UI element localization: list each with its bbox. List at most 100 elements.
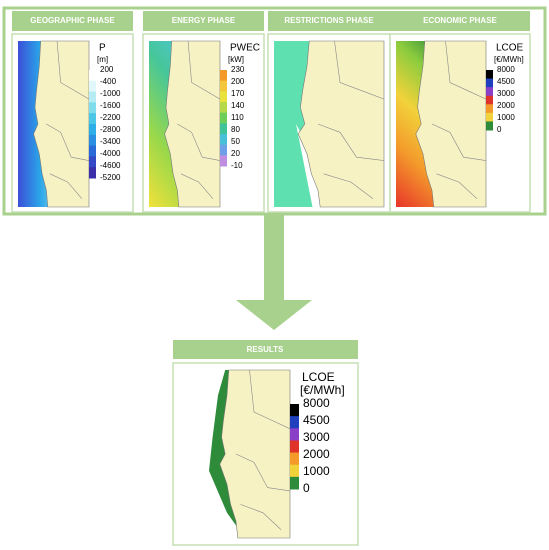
phase-header bbox=[143, 11, 264, 31]
colorbar-segment bbox=[89, 80, 96, 93]
colorbar-segment bbox=[486, 87, 493, 97]
legend-unit: [€/MWh] bbox=[494, 55, 524, 64]
legend-label: -3400 bbox=[100, 137, 121, 146]
map bbox=[396, 40, 487, 208]
result-zone bbox=[209, 370, 259, 538]
legend-label: 170 bbox=[231, 89, 245, 98]
colorbar-segment bbox=[89, 102, 96, 114]
legend-label: -4000 bbox=[100, 149, 121, 158]
phase-title: ENERGY PHASE bbox=[172, 16, 236, 25]
legend-title: LCOE bbox=[302, 370, 335, 384]
border-line bbox=[235, 453, 291, 492]
colorbar-segment bbox=[290, 452, 299, 466]
legend-label: 80 bbox=[231, 125, 240, 134]
colorbar-segment bbox=[220, 112, 227, 124]
border-line bbox=[187, 40, 221, 100]
legend-label: 200 bbox=[231, 77, 245, 86]
legend-label: -2200 bbox=[100, 113, 121, 122]
colorbar-segment bbox=[220, 102, 227, 114]
map bbox=[274, 40, 385, 208]
colorbar-segment bbox=[220, 123, 227, 135]
colorbar-segment bbox=[220, 70, 227, 82]
colorbar-segment bbox=[290, 440, 299, 454]
colorbar-segment bbox=[290, 416, 299, 429]
colorbar-segment bbox=[290, 476, 299, 490]
legend-title: PWEC bbox=[230, 43, 260, 54]
legend-label: 2000 bbox=[497, 101, 515, 110]
legend-label: -1000 bbox=[100, 89, 121, 98]
legend-unit: [m] bbox=[97, 55, 108, 64]
colorbar-segment bbox=[290, 464, 299, 478]
map bbox=[149, 40, 221, 208]
results-panel: RESULTS LCOE[€/MWh]8000 4500 3000 2000 1000 0 bbox=[172, 340, 359, 546]
legend-label: -10 bbox=[231, 161, 243, 170]
colorbar-segment bbox=[89, 167, 96, 179]
colorbar-segment bbox=[486, 112, 493, 122]
map bbox=[200, 369, 291, 539]
legend-label: 140 bbox=[231, 101, 245, 110]
phase-title: RESTRICTIONS PHASE bbox=[284, 16, 374, 25]
land bbox=[164, 40, 221, 208]
legend-label: 8000 bbox=[497, 65, 515, 74]
border-line bbox=[46, 123, 90, 161]
colorbar-segment bbox=[486, 121, 493, 131]
phase-header bbox=[390, 11, 530, 31]
land bbox=[297, 40, 385, 208]
legend-label: 230 bbox=[231, 65, 245, 74]
legend-label: 2000 bbox=[303, 447, 330, 461]
colorbar-segment bbox=[89, 70, 96, 82]
border-line bbox=[436, 173, 478, 199]
colorbar-segment bbox=[89, 134, 96, 147]
colorbar-segment bbox=[89, 145, 96, 157]
arrow bbox=[236, 214, 312, 330]
legend-label: 3000 bbox=[497, 89, 515, 98]
phase-header bbox=[268, 11, 390, 31]
phase-panel: ECONOMIC PHASE LCOE[€/MWh]8000 4500 3000 200… bbox=[389, 11, 531, 213]
legend-label: 1000 bbox=[303, 464, 330, 478]
land bbox=[415, 40, 487, 208]
border-line bbox=[323, 173, 374, 199]
phase-header bbox=[12, 11, 133, 31]
colorbar-segment bbox=[89, 124, 96, 136]
border-line bbox=[180, 173, 214, 199]
border-line bbox=[249, 369, 291, 430]
legend-label: 0 bbox=[303, 481, 310, 495]
legend-title: P bbox=[99, 43, 106, 54]
legend-label: 0 bbox=[497, 125, 502, 134]
colorbar-segment bbox=[220, 80, 227, 92]
legend-label: 3000 bbox=[303, 430, 330, 444]
colorbar-segment bbox=[486, 95, 493, 105]
legend-label: -400 bbox=[100, 77, 117, 86]
legend-label: 4500 bbox=[303, 413, 330, 427]
border-line bbox=[56, 40, 90, 100]
phase-panel: RESTRICTIONS PHASE bbox=[267, 11, 391, 213]
phase-panel: GEOGRAPHIC PHASE P[m]200 -400 -1000 -1600 -22… bbox=[11, 11, 134, 213]
legend-label: 1000 bbox=[497, 113, 515, 122]
colorbar-segment bbox=[220, 91, 227, 103]
legend-label: -1600 bbox=[100, 101, 121, 110]
colorbar-segment bbox=[220, 134, 227, 146]
colorbar-segment bbox=[486, 70, 493, 80]
land bbox=[219, 369, 291, 539]
phase-panel: ENERGY PHASE PWEC[kW]230 200 170 140 110 80 50 2… bbox=[142, 11, 265, 213]
legend-label: 20 bbox=[231, 149, 240, 158]
legend-label: 200 bbox=[100, 65, 114, 74]
border-line bbox=[334, 40, 385, 100]
map bbox=[18, 40, 90, 208]
border-line bbox=[49, 173, 83, 199]
colorbar-segment bbox=[220, 155, 227, 167]
border-line bbox=[431, 123, 487, 161]
legend-label: -2800 bbox=[100, 125, 121, 134]
legend-unit: [€/MWh] bbox=[300, 383, 345, 397]
border-line bbox=[177, 123, 221, 161]
colorbar-segment bbox=[89, 156, 96, 168]
colorbar-segment bbox=[486, 104, 493, 114]
phase-title: GEOGRAPHIC PHASE bbox=[30, 16, 115, 25]
results-title: RESULTS bbox=[247, 345, 284, 354]
legend-label: -4600 bbox=[100, 161, 121, 170]
legend-label: 4500 bbox=[497, 77, 515, 86]
legend-label: 110 bbox=[231, 113, 244, 122]
legend-label: 8000 bbox=[303, 396, 330, 410]
land bbox=[33, 40, 90, 208]
